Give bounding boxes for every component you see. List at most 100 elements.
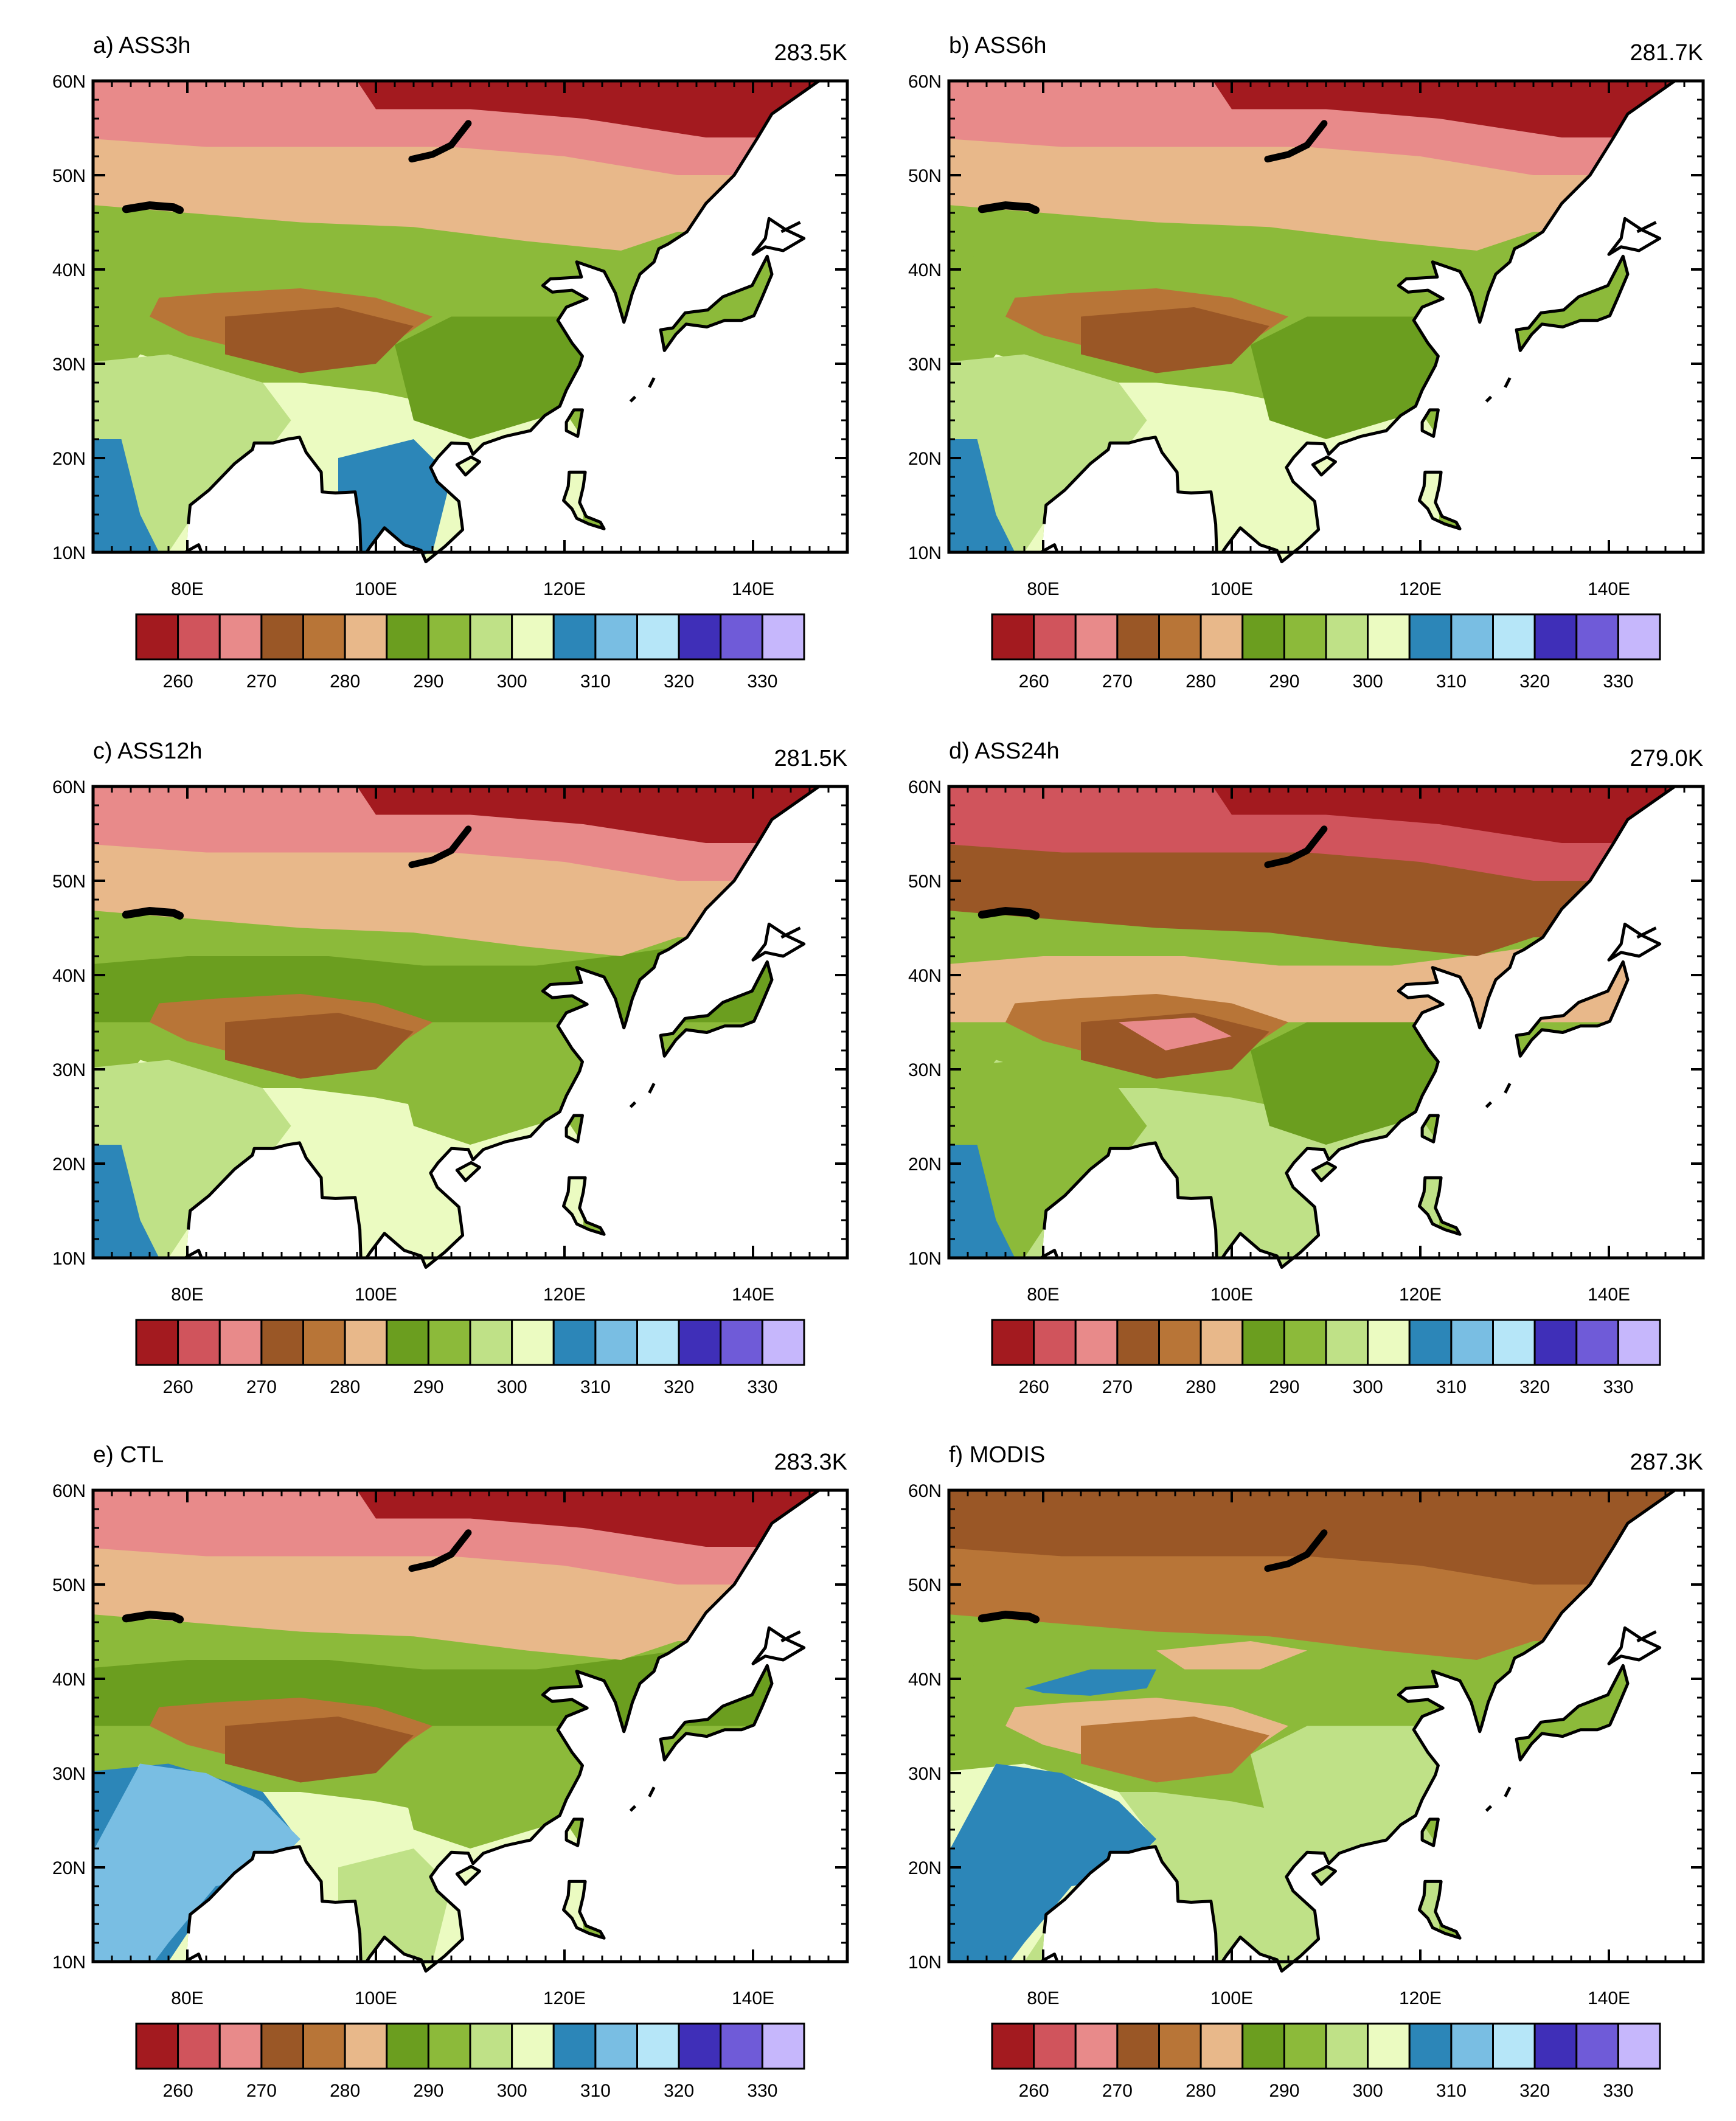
lake-balkhash bbox=[122, 907, 184, 920]
colorbar-swatch bbox=[1408, 2022, 1453, 2070]
coastline bbox=[564, 1817, 584, 1847]
island-chain bbox=[780, 926, 801, 939]
colorbar-label: 320 bbox=[1519, 672, 1550, 692]
colorbar-swatch bbox=[1116, 613, 1160, 661]
colorbar-label: 300 bbox=[497, 2081, 527, 2101]
colorbar-swatch bbox=[1325, 613, 1369, 661]
panel-title: b) ASS6h bbox=[949, 33, 1047, 58]
lat-tick-label: 50N bbox=[52, 166, 86, 186]
map-panel: 60N 50N 40N 30N 20N 10N 80E 100E 120E 140E f) MODI… bbox=[908, 1442, 1705, 2101]
colorbar-swatch bbox=[552, 2022, 597, 2070]
colorbar-swatch bbox=[1450, 1319, 1494, 1366]
coastline bbox=[659, 254, 774, 352]
map-panel: 60N 50N 40N 30N 20N 10N 80E 100E 120E 140E c) ASS1… bbox=[52, 738, 849, 1397]
coastline bbox=[1417, 1176, 1462, 1236]
colorbar-swatch bbox=[1200, 1319, 1244, 1366]
coastline bbox=[564, 408, 584, 438]
map-panel: 60N 50N 40N 30N 20N 10N 80E 100E 120E 140E d) ASS2… bbox=[908, 738, 1705, 1397]
lake-baikal bbox=[408, 825, 472, 869]
colorbar-swatch bbox=[1575, 613, 1619, 661]
lon-tick-label: 120E bbox=[543, 1988, 586, 2008]
colorbar-label: 270 bbox=[1102, 1377, 1133, 1397]
colorbar: 260 270 280 290 300 310 320 330 bbox=[135, 613, 805, 692]
lat-tick-label: 20N bbox=[908, 1858, 942, 1878]
colorbar-swatch bbox=[1325, 1319, 1369, 1366]
lat-tick-label: 30N bbox=[52, 355, 86, 375]
coastline bbox=[187, 1488, 820, 1973]
colorbar-label: 310 bbox=[580, 2081, 611, 2101]
temperature-band bbox=[338, 1848, 451, 1971]
colorbar-swatch bbox=[260, 1319, 304, 1366]
lake-baikal bbox=[1264, 1529, 1328, 1572]
coastline bbox=[1607, 1626, 1662, 1665]
colorbar-label: 320 bbox=[664, 672, 694, 692]
colorbar-swatch bbox=[135, 613, 179, 661]
colorbar-swatch bbox=[594, 613, 638, 661]
lat-tick-label: 20N bbox=[908, 449, 942, 469]
temperature-band bbox=[225, 1717, 414, 1783]
colorbar-swatch bbox=[1367, 613, 1411, 661]
coastline bbox=[1311, 455, 1337, 477]
lat-tick-label: 50N bbox=[908, 166, 942, 186]
colorbar-swatch bbox=[594, 2022, 638, 2070]
colorbar-label: 290 bbox=[413, 672, 443, 692]
colorbar-swatch bbox=[678, 2022, 722, 2070]
colorbar-swatch bbox=[1450, 613, 1494, 661]
coastline bbox=[562, 470, 606, 530]
colorbar-label: 320 bbox=[1519, 2081, 1550, 2101]
colorbar-label: 260 bbox=[1019, 2081, 1049, 2101]
colorbar-label: 260 bbox=[163, 672, 193, 692]
lat-tick-label: 60N bbox=[52, 72, 86, 92]
coastline bbox=[562, 1880, 606, 1940]
lat-tick-label: 10N bbox=[52, 1249, 86, 1269]
map-panel: 60N 50N 40N 30N 20N 10N 80E 100E 120E 140E e) CTL 2… bbox=[52, 1442, 849, 2101]
colorbar-swatch bbox=[1158, 1319, 1202, 1366]
island-chain bbox=[629, 395, 637, 403]
colorbar-swatch bbox=[720, 2022, 763, 2070]
colorbar-swatch bbox=[386, 2022, 429, 2070]
lake-balkhash bbox=[122, 201, 184, 214]
coastline bbox=[1311, 1161, 1337, 1182]
lat-tick-label: 10N bbox=[908, 1249, 942, 1269]
colorbar-label: 300 bbox=[497, 1377, 527, 1397]
colorbar-swatch bbox=[427, 613, 471, 661]
colorbar-swatch bbox=[636, 2022, 680, 2070]
colorbar-swatch bbox=[302, 613, 346, 661]
lon-tick-label: 120E bbox=[543, 579, 586, 599]
colorbar-swatch bbox=[469, 2022, 513, 2070]
colorbar-label: 310 bbox=[1436, 1377, 1467, 1397]
coastline bbox=[187, 785, 820, 1269]
island-chain bbox=[780, 221, 801, 234]
panel-mean-value: 283.3K bbox=[774, 1449, 847, 1475]
lon-tick-label: 100E bbox=[355, 579, 397, 599]
colorbar-label: 260 bbox=[1019, 1377, 1049, 1397]
colorbar-label: 290 bbox=[413, 1377, 443, 1397]
colorbar-swatch bbox=[511, 613, 555, 661]
lon-tick-label: 140E bbox=[1588, 579, 1630, 599]
coastline bbox=[455, 455, 481, 477]
lat-tick-label: 60N bbox=[52, 1481, 86, 1501]
colorbar-label: 280 bbox=[1186, 2081, 1216, 2101]
lat-tick-label: 40N bbox=[908, 1670, 942, 1690]
colorbar-swatch bbox=[260, 613, 304, 661]
colorbar-swatch bbox=[177, 2022, 221, 2070]
colorbar-label: 300 bbox=[1353, 672, 1383, 692]
temperature-band bbox=[1213, 786, 1675, 843]
colorbar-label: 270 bbox=[1102, 2081, 1133, 2101]
lat-tick-label: 10N bbox=[908, 543, 942, 563]
panel-mean-value: 279.0K bbox=[1630, 746, 1703, 771]
colorbar-swatch bbox=[260, 2022, 304, 2070]
colorbar-label: 320 bbox=[664, 2081, 694, 2101]
lat-tick-label: 40N bbox=[908, 966, 942, 986]
temperature-band bbox=[949, 1763, 1156, 1971]
colorbar-label: 330 bbox=[747, 1377, 777, 1397]
lon-tick-label: 80E bbox=[1027, 579, 1059, 599]
temperature-band bbox=[93, 1763, 300, 1971]
colorbar-swatch bbox=[1617, 613, 1661, 661]
coastline bbox=[751, 1626, 806, 1665]
colorbar-swatch bbox=[1033, 2022, 1077, 2070]
colorbar-swatch bbox=[1200, 2022, 1244, 2070]
colorbar-label: 260 bbox=[163, 1377, 193, 1397]
coastline bbox=[1515, 254, 1630, 352]
island-chain bbox=[629, 1805, 637, 1812]
